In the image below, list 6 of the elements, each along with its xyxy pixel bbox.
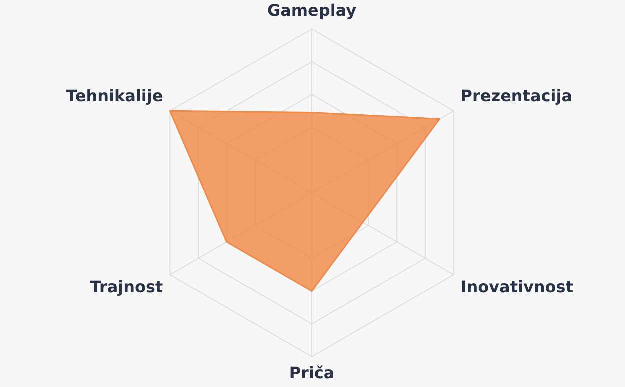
spoke-label: Priča xyxy=(289,364,335,383)
spoke-label: Inovativnost xyxy=(460,278,574,297)
spoke-label: Prezentacija xyxy=(460,86,572,106)
spoke-label: Trajnost xyxy=(90,278,164,297)
spoke-label: Gameplay xyxy=(267,0,358,20)
spoke-label: Tehnikalije xyxy=(66,86,164,106)
